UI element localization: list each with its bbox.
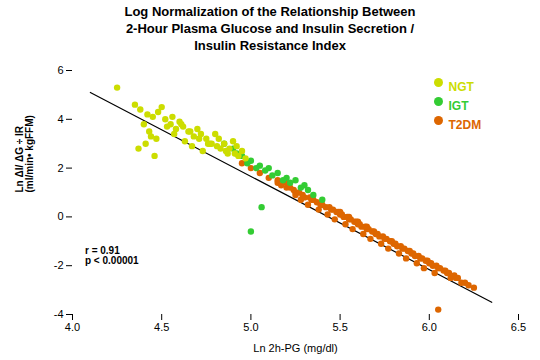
svg-text:4.5: 4.5	[154, 321, 169, 333]
svg-text:IGT: IGT	[449, 99, 470, 113]
svg-text:r = 0.91p < 0.00001: r = 0.91p < 0.00001	[85, 245, 139, 266]
svg-text:5.5: 5.5	[332, 321, 347, 333]
svg-text:4.0: 4.0	[65, 321, 80, 333]
svg-text:6: 6	[57, 64, 63, 76]
svg-text:-4: -4	[54, 308, 64, 320]
svg-text:6.5: 6.5	[511, 321, 526, 333]
svg-text:NGT: NGT	[449, 80, 475, 94]
svg-text:6.0: 6.0	[422, 321, 437, 333]
svg-text:-2: -2	[54, 259, 64, 271]
html-text:Log Normalization of the Relat: Log Normalization of the Relationship Be…	[124, 4, 416, 53]
svg-text:2: 2	[57, 162, 63, 174]
svg-text:5.0: 5.0	[243, 321, 258, 333]
svg-text:4: 4	[57, 113, 63, 125]
svg-text:Ln ΔI/ ΔG ÷ IR(ml/min• kgFFM): Ln ΔI/ ΔG ÷ IR(ml/min• kgFFM)	[14, 115, 35, 192]
svg-text:T2DM: T2DM	[449, 118, 482, 132]
svg-text:0: 0	[57, 210, 63, 222]
svg-text:Ln 2h-PG (mg/dl): Ln 2h-PG (mg/dl)	[253, 342, 337, 354]
